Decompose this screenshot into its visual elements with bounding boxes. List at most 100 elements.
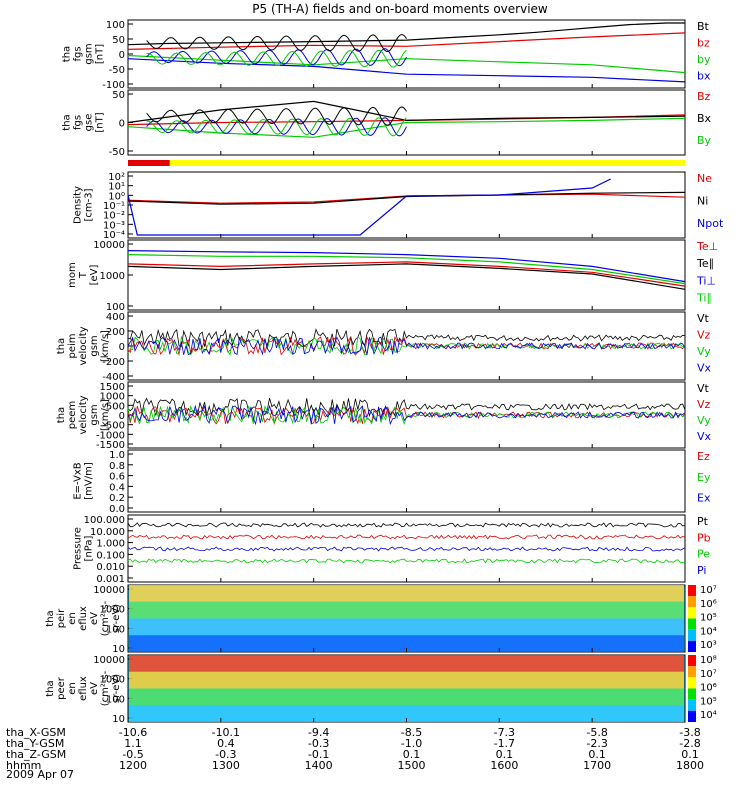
noisy-trace [127,328,686,348]
y-tick-label: 0.001 [96,574,125,585]
y-tick-label: 0 [119,50,125,61]
legend-entry: Pi [697,564,706,577]
orbit-value: 0.1 [403,748,421,761]
y-axis-label: (cm²-s- [100,670,111,706]
spectrogram-band [129,635,684,652]
date-label: 2009 Apr 07 [6,768,74,781]
series-line-Te⊥ [127,261,686,287]
y-axis-label: en [67,612,78,625]
series-line-bz [127,32,686,50]
y-tick-label: 10 [112,644,125,655]
legend-entry: Ti⊥ [696,274,716,287]
panel-frame-2 [127,171,686,239]
orbit-value: -9.4 [308,726,329,739]
colorbar-segment [688,585,696,597]
y-axis-label: [nT] [95,112,106,132]
y-axis-label: [km/s] [100,399,111,431]
noisy-trace [127,546,686,552]
y-tick-label: -100 [102,80,125,91]
legend-entry: Vy [697,414,711,427]
legend-entry: Te⊥ [696,240,718,253]
y-tick-label: 10000 [93,585,125,596]
orbit-row-label: tha_X-GSM [6,726,66,739]
y-axis-label: tha [56,407,67,423]
y-tick-label: 0.010 [96,562,125,573]
oscillation-trace [146,117,407,137]
colorbar-segment [688,699,696,711]
y-axis-label: [nPa] [84,535,95,561]
y-axis-label: eflux [78,606,89,631]
y-tick-label: 1000 [100,271,125,282]
y-axis-label: fgs [73,46,84,61]
colorbar-label: 10⁵ [700,613,717,624]
series-line-Ti∥ [127,254,686,285]
series-line-Bx [127,100,686,124]
y-axis-label: tha [45,680,56,696]
y-tick-label: 0 [119,342,125,353]
noisy-trace [127,534,686,540]
legend-entry: Pt [697,515,709,528]
panel-frame-6 [127,449,686,513]
legend-entry: Vx [697,430,712,443]
spectrogram-band [129,585,684,602]
noisy-trace [127,335,686,356]
orbit-value: -5.8 [586,726,607,739]
legend-entry: bx [697,70,711,83]
y-axis-label: E=-VxB [73,462,84,499]
legend-entry: Bt [697,20,710,33]
orbit-value: -0.5 [122,748,143,761]
spectrogram-band [129,618,684,636]
y-tick-label: 10¹ [108,182,125,193]
y-tick-label: 1000 [100,605,125,616]
colorbar-segment [688,666,696,678]
orbit-value: 1400 [305,759,333,772]
noisy-trace [127,336,686,356]
y-axis-label: tha [62,114,73,130]
orbit-value: 0.1 [681,748,699,761]
mode-bar-red [128,160,170,166]
y-axis-label: tha [45,610,56,626]
y-axis-label: [eV] [89,265,100,286]
spectrogram-band [129,655,684,672]
legend-entry: By [697,134,712,147]
y-tick-label: 0.6 [109,472,125,483]
legend-entry: Ni [697,194,708,207]
colorbar-segment [688,629,696,641]
y-tick-label: 500 [106,401,125,412]
series-line-Te∥ [127,263,686,290]
legend-entry: Vt [697,382,710,395]
y-axis-label: [mV/m] [84,462,95,500]
orbit-value: -2.3 [586,737,607,750]
y-tick-label: 0.100 [96,550,125,561]
orbit-value: 0.1 [496,748,514,761]
noisy-trace [127,522,686,528]
noisy-trace [127,404,686,426]
y-tick-label: -1500 [96,440,125,451]
y-tick-label: 10000 [93,655,125,666]
y-tick-label: 1.0 [109,450,125,461]
legend-entry: by [697,53,711,66]
y-tick-label: 100 [106,302,125,313]
y-axis-label: eV [89,682,100,695]
y-tick-label: -500 [102,421,125,432]
y-tick-label: 0 [119,411,125,422]
mode-bar-yellow [169,160,685,166]
orbit-value: -0.3 [308,737,329,750]
noisy-trace [127,404,686,426]
orbit-row-label: hhmm [6,759,41,772]
y-axis-label: [nT] [95,44,106,64]
colorbar-label: 10⁴ [700,626,717,637]
oscillation-trace [146,48,407,67]
y-tick-label: 50 [112,35,125,46]
colorbar-label: 10⁶ [700,599,717,610]
y-axis-label: tha [56,338,67,354]
y-tick-label: 10⁻¹ [103,201,125,212]
y-axis-label: mom [67,262,78,288]
orbit-value: 1.1 [124,737,142,750]
y-axis-label: peir [56,608,67,628]
colorbar-segment [688,596,696,608]
orbit-row-label: tha_Y-GSM [6,737,64,750]
orbit-value: -0.3 [215,748,236,761]
y-tick-label: 1.000 [96,539,125,550]
colorbar-segment [688,655,696,667]
